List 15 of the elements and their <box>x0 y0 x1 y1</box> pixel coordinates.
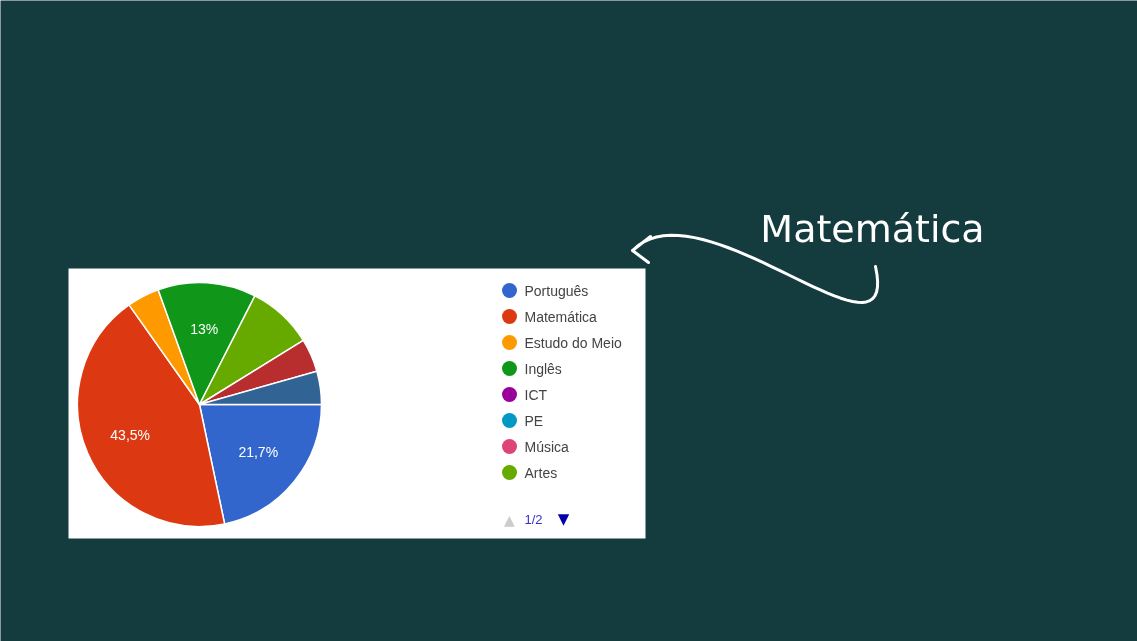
text: ▲ <box>504 511 516 528</box>
text: ▼ <box>557 509 570 528</box>
legend-label: ICT <box>524 386 548 403</box>
data-label: 21,7% <box>238 444 279 461</box>
legend-label: PE <box>524 412 544 429</box>
legend-label: Inglês <box>524 360 562 377</box>
data-label: 43,5% <box>110 426 151 443</box>
legend-label: Música <box>524 438 570 455</box>
text: 1/2 <box>524 512 543 527</box>
legend-label: Português <box>524 282 589 299</box>
text: Matemática <box>760 206 985 251</box>
legend-label: Matemática <box>524 308 598 325</box>
legend-label: Estudo do Meio <box>524 334 622 351</box>
data-label: 13% <box>190 321 219 338</box>
legend-label: Artes <box>524 464 558 481</box>
